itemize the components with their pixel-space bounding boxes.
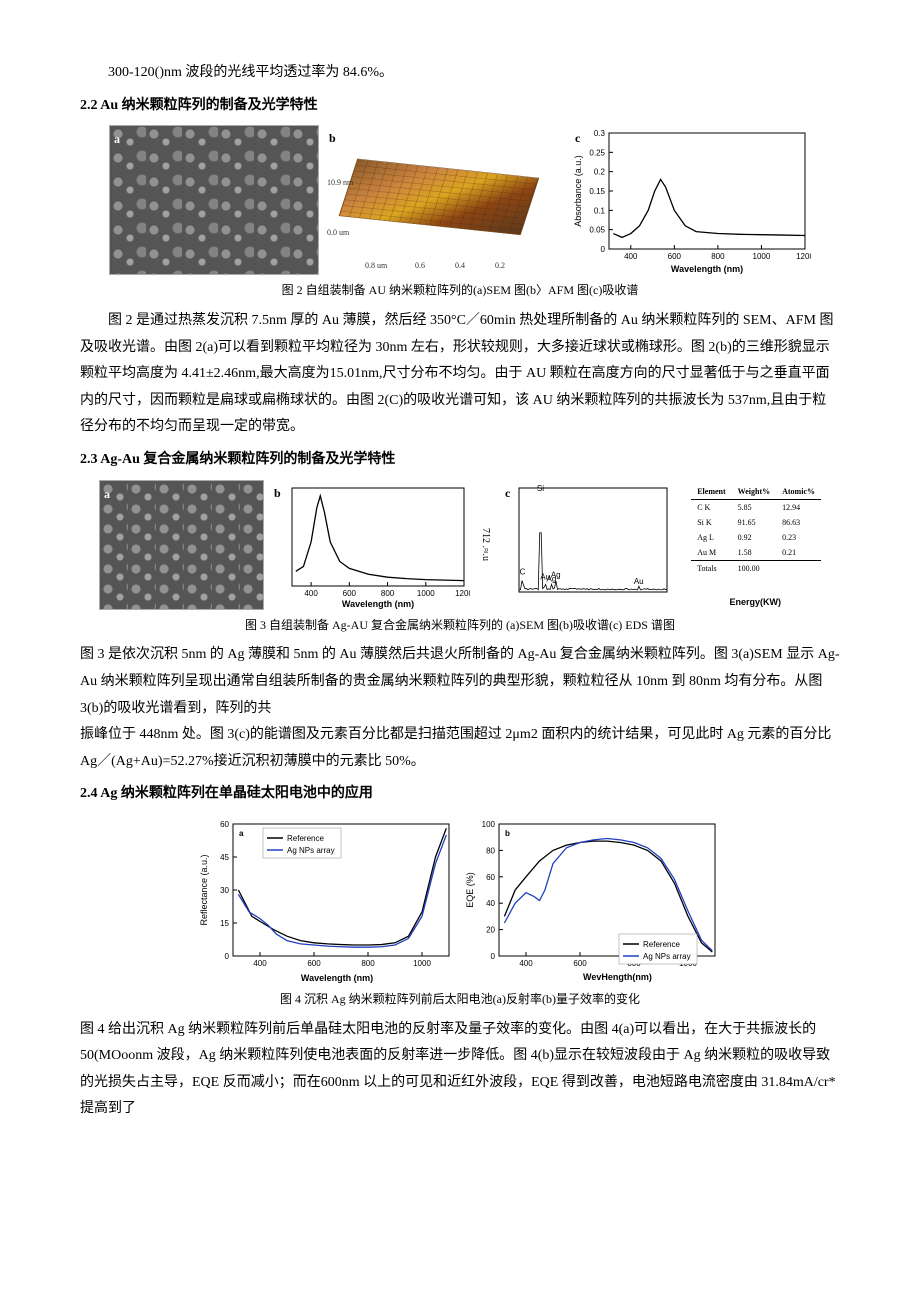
panel-label-a: a [114, 128, 120, 151]
panel-label-b: b [329, 127, 336, 150]
svg-text:b: b [505, 829, 510, 838]
svg-text:Si: Si [537, 484, 544, 493]
afm-z-max: 10.9 nm [327, 175, 353, 190]
svg-text:C: C [520, 567, 526, 576]
svg-text:Au: Au [634, 576, 644, 585]
svg-text:20: 20 [486, 926, 495, 935]
svg-text:Ag: Ag [551, 570, 561, 579]
fig4b-xlabel-override: WevHength(nm) [583, 969, 652, 986]
afm-xy-3: 0.2 [495, 258, 505, 273]
sec23-para2: 振峰位于 448nm 处。图 3(c)的能谱图及元素百分比都是扫描范围超过 2μ… [80, 722, 840, 775]
svg-text:0.25: 0.25 [589, 149, 605, 158]
svg-text:1000: 1000 [413, 959, 431, 968]
svg-text:400: 400 [304, 589, 318, 598]
fig2-panel-c: c 400 600 800 1000 1200 0 0.05 0.1 0.15 0.2 0.25 0.… [571, 125, 811, 275]
svg-text:Wavelength (nm): Wavelength (nm) [301, 973, 373, 983]
svg-text:15: 15 [220, 919, 229, 928]
fig2-panel-a: a [109, 125, 319, 275]
sem-texture [100, 481, 263, 609]
afm-surface [340, 159, 538, 234]
sec23-para1: 图 3 是依次沉积 5nm 的 Ag 薄膜和 5nm 的 Au 薄膜然后共退火所… [80, 642, 840, 722]
svg-text:1000: 1000 [753, 252, 771, 261]
svg-text:Wavelength (nm): Wavelength (nm) [342, 599, 414, 609]
svg-text:0: 0 [601, 245, 606, 254]
svg-text:Reflectance (a.u.): Reflectance (a.u.) [199, 854, 209, 925]
svg-text:0.3: 0.3 [594, 129, 606, 138]
svg-text:0.05: 0.05 [589, 226, 605, 235]
sec22-para1: 图 2 是通过热蒸发沉积 7.5nm 厚的 Au 薄膜，然后经 350°C／60… [80, 308, 840, 441]
eds-table-wrap: ElementWeight%Atomic%C K5.8512.94Si K91.… [691, 484, 821, 577]
fig2-panel-b: b 10.9 nm 0.0 um 0.8 um 0.6 0.4 0.2 [325, 125, 565, 275]
svg-text:800: 800 [381, 589, 395, 598]
fig4-caption: 图 4 沉积 Ag 纳米颗粒阵列前后太阳电池(a)反射率(b)量子效率的变化 [80, 988, 840, 1011]
afm-grid [340, 159, 538, 234]
svg-text:60: 60 [220, 820, 229, 829]
sem-texture [110, 126, 318, 274]
fig3-panel-c: c CSiAuAgAgAu ElementWeight%Atomic%C K5.… [501, 480, 821, 610]
fig2-chart-c: 400 600 800 1000 1200 0 0.05 0.1 0.15 0.2 0.25 0.3 W… [571, 125, 811, 275]
svg-text:45: 45 [220, 853, 229, 862]
fig4-panel-b: 4006008001000020406080100EQE (%)bReferen… [463, 814, 723, 984]
eds-table: ElementWeight%Atomic%C K5.8512.94Si K91.… [691, 484, 821, 577]
figure-2: a b 10.9 nm 0.0 um 0.8 um 0.6 0.4 0.2 c … [80, 125, 840, 275]
heading-2-4: 2.4 Ag 纳米颗粒阵列在单晶硅太阳电池中的应用 [80, 781, 840, 808]
figure-4: 4006008001000015304560Reflectance (a.u.)… [80, 814, 840, 984]
fig3-rotated-label: 712 .≈.u [476, 528, 495, 561]
svg-text:800: 800 [361, 959, 375, 968]
svg-text:Ag NPs array: Ag NPs array [287, 846, 335, 855]
svg-text:400: 400 [624, 252, 638, 261]
svg-text:40: 40 [486, 899, 495, 908]
fig3-eds-chart: CSiAuAgAgAu [501, 480, 671, 610]
fig3-panel-b: b 400 600 800 1000 1200 Wavelength (nm) [270, 480, 470, 610]
svg-text:0: 0 [225, 952, 230, 961]
afm-xy-1: 0.6 [415, 258, 425, 273]
fig4-chart-a: 400 600 800 1000 0 15 30 45 60 Reflectance (a.u.)… [197, 814, 457, 984]
svg-text:800: 800 [711, 252, 725, 261]
svg-text:0.1: 0.1 [594, 207, 606, 216]
svg-text:60: 60 [486, 873, 495, 882]
fig3c-xlabel: Energy(KW) [730, 594, 782, 611]
fig4-panel-a: 400 600 800 1000 0 15 30 45 60 Reflectance (a.u.)… [197, 814, 457, 984]
svg-text:Ag NPs array: Ag NPs array [643, 952, 691, 961]
fig3-caption: 图 3 自组装制备 Ag-AU 复合金属纳米颗粒阵列的 (a)SEM 图(b)吸… [80, 614, 840, 637]
svg-text:1000: 1000 [417, 589, 435, 598]
figure-3: a b 400 600 800 1000 1200 Wavelength (nm) 712… [80, 480, 840, 610]
afm-xy-0: 0.8 um [365, 258, 387, 273]
fig3-panel-a: a [99, 480, 264, 610]
svg-text:Reference: Reference [643, 940, 680, 949]
fig4-chart-b: 4006008001000020406080100EQE (%)bReferen… [463, 814, 723, 984]
sec24-para1: 图 4 给出沉积 Ag 纳米颗粒阵列前后单晶硅太阳电池的反射率及量子效率的变化。… [80, 1017, 840, 1123]
svg-text:400: 400 [519, 959, 533, 968]
svg-text:0.15: 0.15 [589, 187, 605, 196]
svg-text:600: 600 [307, 959, 321, 968]
heading-2-3: 2.3 Ag-Au 复合金属纳米颗粒阵列的制备及光学特性 [80, 447, 840, 474]
svg-text:600: 600 [668, 252, 682, 261]
svg-text:30: 30 [220, 886, 229, 895]
svg-text:0.2: 0.2 [594, 168, 606, 177]
heading-2-2: 2.2 Au 纳米颗粒阵列的制备及光学特性 [80, 93, 840, 120]
svg-text:0: 0 [491, 952, 496, 961]
svg-text:400: 400 [253, 959, 267, 968]
afm-xy-2: 0.4 [455, 258, 465, 273]
svg-text:EQE (%): EQE (%) [465, 872, 475, 908]
svg-text:100: 100 [482, 820, 496, 829]
svg-text:1200: 1200 [455, 589, 470, 598]
fig2-caption: 图 2 自组装制备 AU 纳米颗粒阵列的(a)SEM 图(b〉AFM 图(c)吸… [80, 279, 840, 302]
svg-text:Reference: Reference [287, 834, 324, 843]
svg-text:600: 600 [573, 959, 587, 968]
svg-text:80: 80 [486, 846, 495, 855]
svg-text:Wavelength (nm): Wavelength (nm) [671, 264, 743, 274]
panel-label-c: c [575, 127, 580, 150]
fig3-chart-b: 400 600 800 1000 1200 Wavelength (nm) [270, 480, 470, 610]
svg-text:600: 600 [343, 589, 357, 598]
panel-label-b: b [274, 482, 281, 505]
panel-label-a: a [104, 483, 110, 506]
intro-line: 300-120()nm 波段的光线平均透过率为 84.6%。 [80, 60, 840, 87]
svg-text:Absorbance (a.u.): Absorbance (a.u.) [573, 155, 583, 227]
panel-label-c: c [505, 482, 510, 505]
svg-text:1200: 1200 [796, 252, 811, 261]
svg-text:a: a [239, 829, 244, 838]
afm-z-mid: 0.0 um [327, 225, 349, 240]
